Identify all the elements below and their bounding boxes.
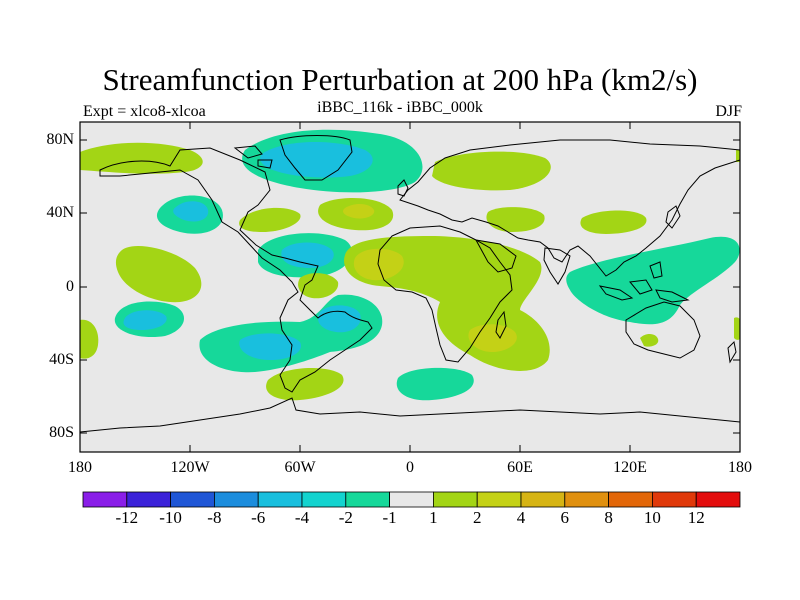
contour-namerica [239,207,301,232]
coast-japan [665,205,681,229]
colorbar-box [213,491,259,508]
contour-eastasia [580,210,647,234]
lat-label-40n: 40N [46,204,74,221]
coast-eurasia [399,139,740,277]
plot-title: Streamfunction Perturbation at 200 hPa (… [102,62,698,97]
colorbar-label: 4 [516,508,526,527]
contour-indopacific-inner [616,267,655,287]
coast-britain [397,179,409,197]
coast-india [543,247,571,285]
contour-satlantic-outer [396,367,474,401]
lon-label-120e: 120E [613,459,647,476]
colorbar-label: -8 [207,508,222,527]
contour-east-edge-south [734,317,740,340]
contour-west-edge [80,319,99,359]
colorbar-box [432,491,478,508]
contour-gulf-inner [281,242,334,268]
colorbar-box [564,491,609,508]
colorbar-label: -1 [382,508,397,527]
colorbar-label: -10 [159,508,182,527]
colorbar-box [389,491,434,508]
lon-label-180e: 180 [728,459,752,476]
colorbar-label: 1 [429,508,438,527]
contour-amazon [298,273,339,299]
lon-label-60w: 60W [284,459,316,476]
lon-label-180w: 180 [68,459,92,476]
colorbar-label: 12 [687,508,705,527]
season-label: DJF [715,103,742,120]
colorbar-label: -4 [294,508,310,527]
contour-natlantic-inner [343,204,375,219]
colorbar-label: -2 [338,508,353,527]
colorbar-box [345,491,390,508]
lon-label-0: 0 [406,459,414,476]
coast-new-zealand [727,340,737,364]
colorbar-box [608,491,653,508]
colorbar-box [301,491,347,508]
colorbar-box [652,491,697,508]
contour-caspian [486,207,545,232]
coast-madagascar [495,310,507,339]
lon-ticks [189,122,631,452]
contour-westafrica-inner [353,248,404,281]
colorbar-box [170,491,215,508]
lon-label-120w: 120W [170,459,210,476]
colorbar-box [695,491,741,508]
colorbar-box [82,491,128,508]
lat-ticks [80,139,740,434]
contour-australia-south [640,333,659,347]
experiment-label: Expt = xlco8-xlcoa [83,103,206,120]
coast-antarctica [80,397,740,433]
colorbar-label: 2 [472,508,482,527]
contour-siberia [432,151,551,191]
colorbar-box [257,491,303,508]
coast-north-america [99,147,373,393]
coast-australia [625,301,701,359]
colorbar-label: -6 [251,508,266,527]
contour-nepac-inner [173,201,209,222]
lat-label-0: 0 [66,278,74,295]
contour-drake [266,368,344,401]
coastline-layer [80,135,740,433]
coast-maritime-continent [598,261,690,303]
coast-arabia [475,239,517,273]
colorbar-label: 10 [643,508,661,527]
contour-samerica-inner [239,333,301,360]
coast-arctic-islands [233,145,273,169]
lat-label-80s: 80S [49,424,74,441]
contour-etpac [115,246,202,303]
contour-fill-layer [80,129,740,401]
colorbar-label: 6 [560,508,570,527]
lat-label-80n: 80N [46,131,74,148]
case-label: iBBC_116k - iBBC_000k [317,99,483,116]
colorbar-box [126,491,172,508]
colorbar-box [520,491,566,508]
contour-greenland-inner [260,142,373,178]
colorbar [82,491,741,508]
colorbar-box [476,491,522,508]
lon-label-60e: 60E [507,459,533,476]
contour-spac-inner [123,310,167,330]
lat-label-40s: 40S [49,351,74,368]
colorbar-label: 8 [604,508,613,527]
colorbar-label: -12 [115,508,139,527]
contour-dateline-east [736,150,740,162]
coast-greenland [279,135,353,181]
